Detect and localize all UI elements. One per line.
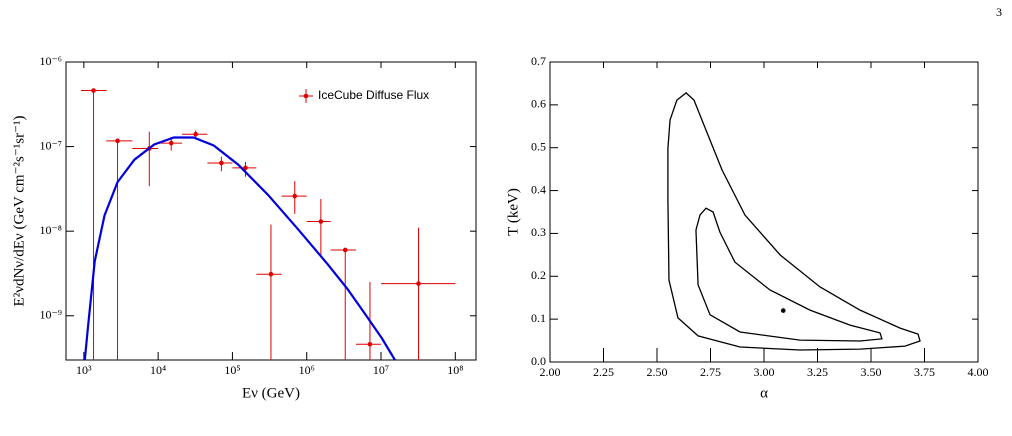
data-point bbox=[219, 160, 224, 166]
page-number: 3 bbox=[996, 5, 1002, 19]
best-fit-point bbox=[780, 308, 786, 313]
x-tick-label: 2.50 bbox=[647, 365, 668, 379]
x-tick-label: 4.00 bbox=[968, 365, 989, 379]
data-point bbox=[292, 193, 298, 199]
contour-line bbox=[695, 207, 883, 342]
x-tick-label: 10³ bbox=[76, 363, 92, 377]
x-axis-label: α bbox=[760, 385, 768, 401]
y-axis-label: E²νdNν/dEν (GeV cm⁻²s⁻¹sr⁻¹) bbox=[11, 116, 27, 307]
x-tick-label: 3.75 bbox=[914, 365, 935, 379]
x-tick-label: 10⁴ bbox=[150, 363, 166, 377]
y-axis-label: T (keV) bbox=[505, 188, 521, 236]
y-tick-label: 10⁻⁶ bbox=[39, 54, 62, 68]
plot-frame bbox=[549, 61, 979, 363]
x-tick-label: 10⁵ bbox=[224, 363, 240, 377]
x-axis-label: Eν (GeV) bbox=[242, 385, 300, 401]
y-tick-label: 0.0 bbox=[531, 354, 546, 368]
data-point bbox=[367, 341, 373, 347]
flux-chart: Eν (GeV) E²νdNν/dEν (GeV cm⁻²s⁻¹sr⁻¹) 10… bbox=[11, 54, 477, 401]
y-tick-label: 0.5 bbox=[531, 139, 546, 153]
y-tick-label: 0.2 bbox=[531, 268, 546, 282]
x-tick-label: 2.00 bbox=[540, 365, 561, 379]
y-tick-label: 0.1 bbox=[531, 311, 546, 325]
data-point bbox=[318, 219, 324, 224]
x-tick-label: 3.00 bbox=[754, 365, 775, 379]
x-tick-label: 2.25 bbox=[593, 365, 614, 379]
data-point bbox=[91, 88, 96, 93]
x-tick-label: 10⁶ bbox=[299, 363, 315, 377]
data-point bbox=[168, 140, 174, 146]
y-tick-label: 0.3 bbox=[531, 225, 546, 239]
data-point bbox=[115, 138, 120, 144]
legend-marker bbox=[303, 93, 309, 99]
y-tick-label: 0.6 bbox=[531, 97, 546, 111]
x-tick-label: 10⁸ bbox=[447, 363, 463, 377]
x-tick-label: 2.75 bbox=[700, 365, 721, 379]
data-point bbox=[193, 131, 198, 137]
x-tick-label: 3.50 bbox=[861, 365, 882, 379]
model-curve bbox=[83, 136, 396, 360]
contour-chart: α T (keV) 2.00 2.25 2.50 2.75 3.00 3.25 3.50 3.… bbox=[505, 54, 988, 402]
data-point bbox=[342, 247, 348, 253]
y-tick-label: 10⁻⁸ bbox=[39, 223, 62, 237]
contour-line bbox=[667, 92, 921, 351]
data-point bbox=[243, 165, 248, 171]
plot-area bbox=[667, 92, 921, 351]
y-tick-label: 0.7 bbox=[531, 54, 546, 68]
data-point bbox=[268, 271, 274, 277]
legend-label: IceCube Diffuse Flux bbox=[318, 88, 429, 102]
y-tick-label: 10⁻⁹ bbox=[39, 308, 62, 322]
data-point bbox=[416, 281, 421, 286]
y-tick-label: 10⁻⁷ bbox=[39, 138, 62, 152]
x-tick-label: 10⁷ bbox=[373, 363, 389, 377]
y-tick-label: 0.4 bbox=[531, 182, 546, 196]
x-tick-label: 3.25 bbox=[807, 365, 828, 379]
plot-area bbox=[80, 88, 456, 360]
